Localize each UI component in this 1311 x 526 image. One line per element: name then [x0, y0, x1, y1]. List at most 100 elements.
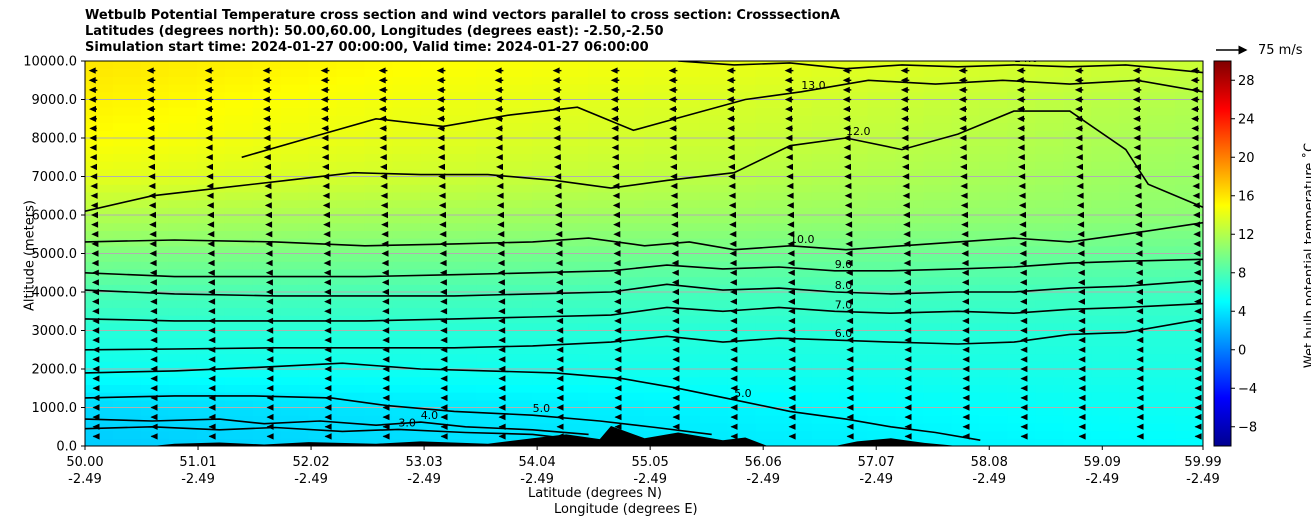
field-cell — [1119, 84, 1148, 93]
field-cell — [420, 322, 449, 332]
wind-vector — [1194, 317, 1202, 325]
wind-vector — [439, 211, 446, 219]
wind-vector — [1193, 221, 1201, 228]
wind-vector — [324, 413, 332, 421]
wind-vector — [91, 279, 99, 286]
field-cell — [336, 422, 366, 432]
wind-vector — [669, 144, 677, 151]
field-cell — [644, 130, 673, 139]
wind-vector — [614, 327, 622, 334]
field-cell — [588, 322, 617, 332]
wind-vector — [1078, 317, 1086, 325]
field-cell — [1063, 199, 1092, 208]
wind-vector — [729, 279, 737, 286]
field-cell — [448, 245, 477, 255]
wind-vector — [846, 288, 853, 296]
wind-vector — [553, 144, 561, 151]
field-cell — [1091, 353, 1120, 362]
field-cell — [951, 369, 980, 378]
wind-vector — [786, 182, 794, 190]
field-cell — [392, 307, 421, 316]
field-cell — [839, 122, 869, 131]
field-cell — [1091, 168, 1120, 178]
field-cell — [224, 99, 254, 108]
wind-vector — [1018, 182, 1026, 190]
field-cell — [811, 268, 841, 278]
wind-vector — [323, 259, 331, 267]
field-cell — [1091, 68, 1120, 77]
field-cell — [224, 353, 254, 362]
field-cell — [476, 107, 505, 116]
field-cell — [895, 399, 925, 409]
wind-vector — [1020, 356, 1028, 363]
field-cell — [811, 176, 841, 185]
field-cell — [895, 199, 925, 208]
field-cell — [867, 307, 897, 316]
wind-vector — [1078, 298, 1085, 305]
field-cell — [1147, 76, 1176, 85]
field-cell — [504, 145, 533, 154]
field-cell — [140, 361, 170, 370]
wind-vector — [1136, 394, 1144, 402]
field-cell — [1147, 191, 1176, 201]
wind-vector — [1191, 134, 1199, 142]
field-cell — [476, 138, 505, 147]
wind-vector — [1017, 144, 1025, 151]
field-cell — [560, 230, 589, 239]
wind-vector — [786, 163, 793, 171]
field-cell — [504, 99, 533, 108]
field-cell — [895, 284, 925, 293]
field-cell — [923, 145, 953, 154]
wind-vector — [787, 221, 795, 228]
field-cell — [644, 84, 673, 93]
field-cell — [811, 261, 841, 270]
field-cell — [140, 122, 170, 131]
field-cell — [1147, 122, 1176, 131]
field-cell — [839, 61, 869, 70]
wind-vector — [208, 365, 216, 373]
field-cell — [504, 384, 533, 393]
field-cell — [1119, 407, 1148, 416]
field-cell — [644, 369, 673, 378]
wind-vector — [668, 67, 678, 74]
wind-vector — [265, 231, 273, 238]
field-cell — [560, 68, 589, 77]
field-cell — [476, 399, 505, 409]
wind-vector — [842, 86, 852, 94]
field-cell — [616, 268, 645, 278]
field-cell — [616, 91, 645, 101]
wind-vector — [552, 77, 562, 84]
field-cell — [644, 99, 673, 108]
field-cell — [727, 315, 757, 324]
field-cell — [364, 61, 394, 70]
wind-vector — [846, 298, 853, 305]
field-cell — [616, 199, 645, 208]
field-cell — [923, 99, 953, 108]
wind-vector — [1077, 211, 1084, 219]
field-cell — [1063, 253, 1092, 262]
field-cell — [504, 191, 533, 201]
wind-vector — [613, 279, 621, 286]
field-cell — [699, 407, 729, 416]
wind-vector — [90, 202, 98, 209]
field-cell — [308, 307, 338, 316]
field-cell — [252, 184, 282, 193]
wind-vector — [324, 423, 332, 430]
wind-vector — [1019, 221, 1027, 228]
field-cell — [783, 145, 813, 154]
field-cell — [1091, 330, 1120, 339]
wind-vector — [846, 375, 854, 382]
wind-vector — [1078, 423, 1086, 430]
field-cell — [867, 207, 897, 216]
wind-vector — [208, 413, 216, 421]
field-cell — [336, 176, 366, 185]
wind-vector — [1020, 327, 1028, 334]
wind-vector — [382, 375, 390, 382]
wind-vector — [495, 144, 503, 151]
field-cell — [1119, 191, 1148, 201]
field-cell — [112, 276, 142, 285]
field-cell — [755, 338, 785, 347]
field-cell — [839, 161, 869, 170]
field-cell — [308, 268, 338, 278]
wind-vector — [265, 211, 272, 219]
